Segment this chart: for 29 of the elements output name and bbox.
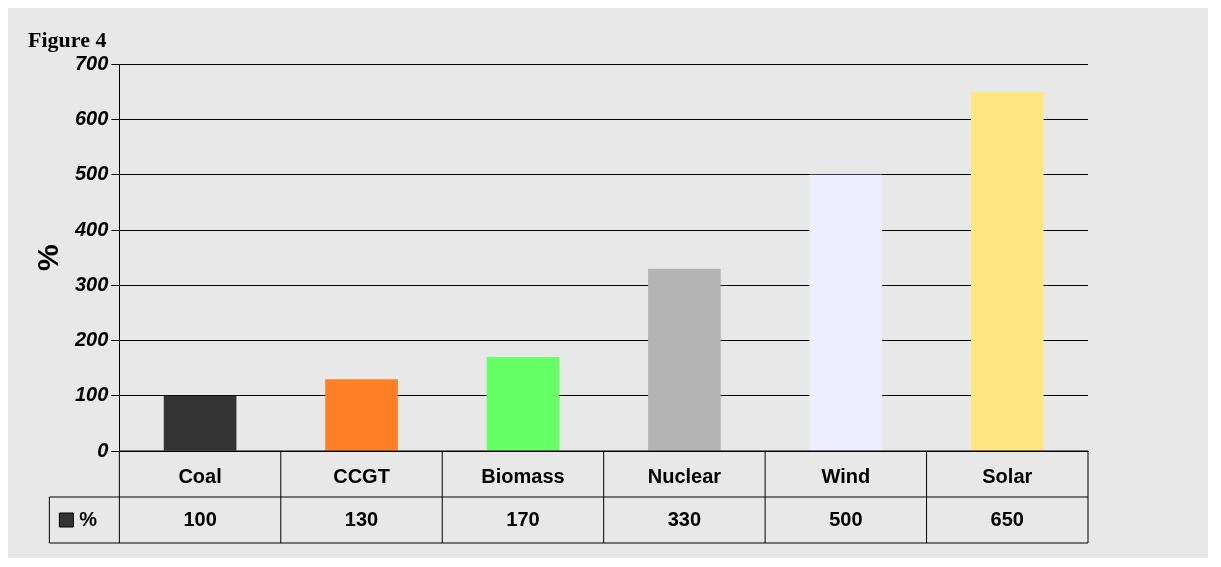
- data-label: 500: [829, 507, 863, 530]
- data-label: 650: [990, 507, 1024, 530]
- y-tick-label: 500: [74, 162, 109, 185]
- x-tick-label: Solar: [982, 464, 1033, 487]
- chart-title: Figure 4: [28, 26, 107, 52]
- bar: [486, 357, 560, 451]
- y-tick-label: 200: [73, 328, 109, 351]
- x-tick-label: Biomass: [481, 464, 565, 487]
- y-tick-label: 300: [74, 272, 109, 295]
- data-label: 170: [506, 507, 540, 530]
- data-label: 100: [183, 507, 217, 530]
- x-tick-label: CCGT: [333, 464, 390, 487]
- x-tick-label: Wind: [821, 464, 871, 487]
- bar: [163, 395, 237, 451]
- y-axis-title: %: [31, 244, 65, 272]
- bar: [325, 379, 398, 451]
- y-tick-label: 100: [74, 383, 109, 406]
- x-tick-label: Nuclear: [647, 464, 722, 487]
- y-tick-label: 600: [74, 107, 109, 130]
- bar: [970, 92, 1044, 451]
- legend-label: %: [79, 507, 98, 530]
- y-tick-label: 0: [97, 438, 109, 461]
- bar: [809, 174, 883, 451]
- y-tick-label: 400: [73, 217, 109, 240]
- data-label: 330: [667, 507, 702, 530]
- bar: [648, 268, 721, 451]
- data-label: 130: [344, 507, 379, 530]
- x-tick-label: Coal: [178, 464, 222, 487]
- y-tick-label: 700: [74, 51, 109, 74]
